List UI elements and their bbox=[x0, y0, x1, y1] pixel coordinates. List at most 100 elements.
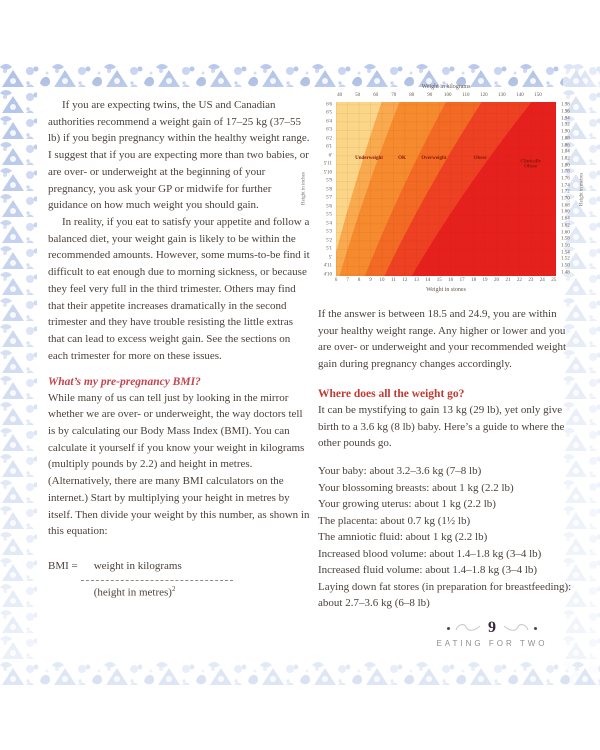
tick-label: 7 bbox=[346, 278, 349, 283]
tick-label: 18 bbox=[471, 278, 477, 283]
tick-label: 40 bbox=[337, 93, 343, 98]
zone-label: Underweight bbox=[355, 156, 383, 162]
tick-label: 1.50 bbox=[561, 263, 570, 269]
twins-paragraph: If you are expecting twins, the US and C… bbox=[48, 99, 310, 212]
tick-label: 1.98 bbox=[561, 102, 570, 108]
chart-title-kilograms: Weight in kilograms bbox=[421, 84, 471, 90]
tick-label: 6'6 bbox=[326, 102, 332, 108]
tick-label: 1.56 bbox=[561, 243, 570, 249]
tick-label: 1.52 bbox=[561, 256, 570, 262]
swirl-ornament-left-icon bbox=[455, 624, 481, 631]
denominator-text: (height in metres) bbox=[93, 586, 172, 599]
tick-label: 6'1 bbox=[326, 144, 332, 150]
tick-label: 120 bbox=[480, 93, 488, 98]
tick-label: 5'7 bbox=[326, 195, 332, 201]
weight-heading: Where does all the weight go? bbox=[318, 387, 465, 400]
tick-label: 6' bbox=[328, 153, 332, 159]
tick-label: 12 bbox=[402, 278, 408, 283]
bmi-chart-plot: Underweight OK Overweight Obese Clinically O… bbox=[336, 102, 556, 276]
tick-label: 4'11 bbox=[323, 263, 332, 269]
tick-label: 1.48 bbox=[561, 270, 570, 276]
bmi-heading: What’s my pre-pregnancy BMI? bbox=[48, 375, 201, 388]
tick-label: 1.84 bbox=[561, 149, 570, 155]
tick-label: 5'3 bbox=[326, 229, 332, 235]
tick-label: 150 bbox=[534, 93, 542, 98]
tick-label: 8 bbox=[357, 278, 361, 283]
tick-label: 1.78 bbox=[561, 169, 570, 175]
tick-label: 1.80 bbox=[561, 163, 570, 169]
zone-label: OK bbox=[398, 156, 406, 162]
tick-label: 17 bbox=[459, 278, 465, 283]
tick-label: 1.86 bbox=[561, 143, 570, 148]
weight-list-item: The amniotic fluid: about 1 kg (2.2 lb) bbox=[318, 531, 488, 544]
decorative-border-left bbox=[0, 63, 37, 688]
tick-label: 1.60 bbox=[561, 230, 570, 235]
zone-label: Overweight bbox=[421, 156, 447, 162]
right-column: If the answer is between 18.5 and 24.9, … bbox=[318, 306, 578, 612]
tick-label: 23 bbox=[528, 278, 534, 283]
tick-label: 130 bbox=[498, 93, 506, 98]
weight-intro-paragraph: It can be mystifying to gain 13 kg (29 l… bbox=[318, 403, 565, 450]
tick-label: 1.54 bbox=[561, 250, 570, 256]
tick-label: 6'3 bbox=[326, 127, 332, 133]
footer-ornament: 9 bbox=[362, 620, 600, 636]
tick-label: 16 bbox=[448, 278, 454, 283]
tick-label: 24 bbox=[539, 278, 545, 283]
tick-label: 5'10 bbox=[323, 170, 332, 176]
chart-height-ticks-metres: 1.98 1.96 1.94 1.92 1.90 1.88 1.86 1.84 1.82 1.80… bbox=[559, 102, 579, 276]
weight-list-item: Your growing uterus: about 1 kg (2.2 lb) bbox=[318, 498, 496, 511]
bmi-equation: BMI = weight in kilograms (height in met… bbox=[48, 558, 312, 602]
answer-paragraph: If the answer is between 18.5 and 24.9, … bbox=[318, 308, 567, 371]
tick-label: 5'6 bbox=[326, 204, 332, 210]
weight-list-item: Your baby: about 3.2–3.6 kg (7–8 lb) bbox=[318, 465, 482, 478]
tick-label: 90 bbox=[427, 93, 433, 98]
tick-label: 4'10 bbox=[323, 272, 332, 278]
tick-label: 1.62 bbox=[561, 223, 570, 229]
tick-label: 13 bbox=[413, 278, 419, 283]
tick-label: 10 bbox=[379, 278, 385, 283]
tick-label: 6'5 bbox=[326, 110, 332, 116]
tick-label: 1.66 bbox=[561, 209, 570, 215]
tick-label: 19 bbox=[482, 278, 488, 283]
tick-label: 1.88 bbox=[561, 136, 570, 142]
tick-label: 14 bbox=[425, 278, 431, 283]
bmi-chart: Weight in kilograms 40 50 60 70 80 90 100 110 12… bbox=[302, 84, 586, 302]
swirl-ornament-right-icon bbox=[503, 624, 529, 631]
ornament-dot-right bbox=[534, 626, 537, 630]
tick-label: 5'5 bbox=[326, 212, 332, 218]
tick-label: 5'2 bbox=[326, 238, 332, 244]
equation-lhs: BMI = bbox=[48, 560, 78, 573]
chart-height-ticks-imperial: 6'6 6'5 6'4 6'3 6'2 6'1 6' 5'11 5'10 5'9 5'8 5'7 5'6… bbox=[310, 102, 334, 278]
zone-label: Obese bbox=[473, 156, 487, 162]
tick-label: 22 bbox=[516, 278, 522, 283]
reality-paragraph: In reality, if you eat to satisfy your a… bbox=[48, 216, 310, 362]
decorative-border-bottom bbox=[0, 661, 600, 688]
tick-label: 1.58 bbox=[561, 236, 570, 242]
tick-label: 110 bbox=[462, 93, 470, 98]
equation-denominator: (height in metres)2 bbox=[94, 584, 233, 602]
tick-label: 1.76 bbox=[561, 176, 570, 182]
bmi-paragraph: While many of us can tell just by lookin… bbox=[48, 391, 310, 538]
tick-label: 5'11 bbox=[323, 161, 332, 167]
tick-label: 6'2 bbox=[326, 136, 332, 142]
tick-label: 1.96 bbox=[561, 109, 570, 115]
tick-label: 6 bbox=[334, 278, 338, 283]
tick-label: 1.82 bbox=[561, 156, 570, 162]
tick-label: 80 bbox=[409, 93, 415, 98]
tick-label: 5'4 bbox=[326, 221, 332, 227]
weight-list-item: The placenta: about 0.7 kg (1½ lb) bbox=[318, 514, 471, 527]
tick-label: 1.70 bbox=[561, 196, 570, 202]
chart-ylabel-inches: Height in inches bbox=[301, 172, 307, 206]
tick-label: 25 bbox=[551, 278, 557, 283]
tick-label: 20 bbox=[493, 278, 499, 283]
tick-label: 50 bbox=[355, 93, 361, 98]
chapter-title: EATING FOR TWO bbox=[436, 639, 548, 648]
chart-stone-ticks: 6 7 8 9 10 11 12 13 14 15 16 17 18 19 20 21 22 23 24 25 bbox=[334, 278, 557, 286]
tick-label: 11 bbox=[391, 278, 396, 283]
tick-label: 21 bbox=[505, 278, 511, 283]
tick-label: 100 bbox=[444, 93, 452, 98]
fraction-line bbox=[80, 579, 233, 581]
zone-label: Clinically Obese bbox=[520, 158, 541, 170]
tick-label: 1.94 bbox=[561, 116, 570, 122]
